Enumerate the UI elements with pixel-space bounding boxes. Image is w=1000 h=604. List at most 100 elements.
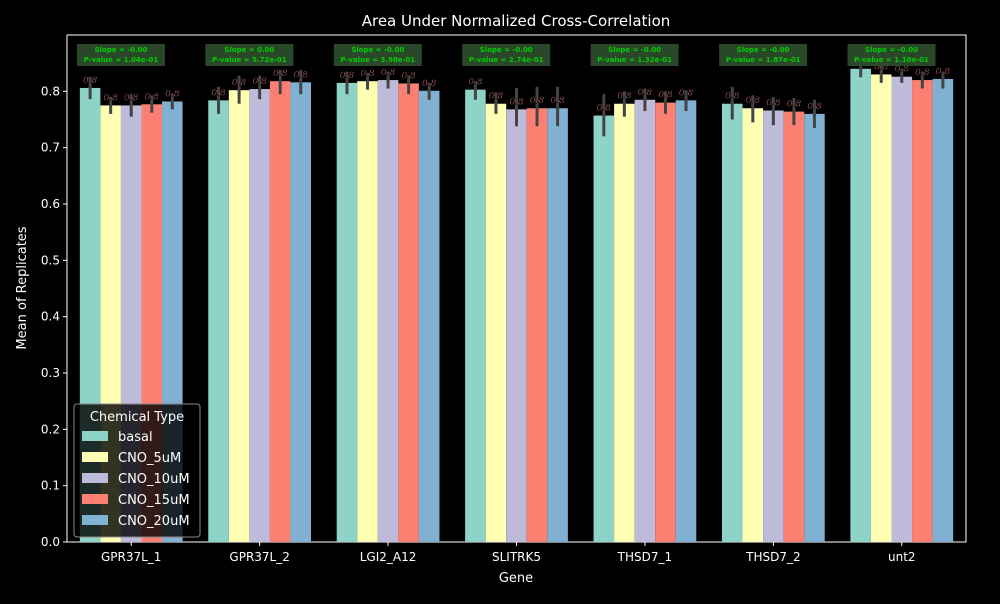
data-label: 0.8 bbox=[401, 71, 416, 81]
bar-CNO_5uM-SLITRK5 bbox=[485, 103, 507, 542]
stat-annotation-slope: Slope = -0.00 bbox=[94, 46, 147, 54]
legend-label-CNO_10uM: CNO_10uM bbox=[118, 472, 190, 487]
stat-annotation: Slope = -0.00 P-value = 3.90e-01 bbox=[333, 44, 422, 66]
data-label: 0.8 bbox=[422, 79, 437, 89]
bar-CNO_10uM-THSD7_2 bbox=[763, 110, 784, 542]
data-label: 0.8 bbox=[915, 68, 930, 78]
stat-annotation-box bbox=[333, 44, 422, 66]
stat-annotation-slope: Slope = -0.00 bbox=[737, 46, 790, 54]
bar-CNO_5uM-THSD7_1 bbox=[614, 103, 635, 542]
x-tick-label: unt2 bbox=[888, 550, 916, 564]
data-label: 0.8 bbox=[874, 62, 889, 72]
data-label: 0.8 bbox=[104, 93, 119, 103]
stat-annotation-pvalue: P-value = 1.04e-01 bbox=[84, 56, 159, 64]
data-label: 0.8 bbox=[725, 92, 740, 102]
data-label: 0.8 bbox=[252, 77, 267, 87]
y-tick-label: 0.6 bbox=[41, 197, 60, 211]
data-label: 0.8 bbox=[638, 88, 653, 98]
stat-annotation: Slope = -0.00 P-value = 1.32e-01 bbox=[590, 44, 679, 66]
bar-CNO_15uM-unt2 bbox=[912, 80, 933, 543]
y-tick-label: 0.3 bbox=[41, 366, 60, 380]
legend-swatch-basal bbox=[82, 431, 108, 441]
bar-CNO_15uM-LGI2_A12 bbox=[398, 83, 419, 543]
data-label: 0.8 bbox=[232, 78, 247, 88]
legend-swatch-CNO_10uM bbox=[82, 473, 108, 483]
y-tick-label: 0.7 bbox=[41, 141, 60, 155]
stat-annotation-slope: Slope = -0.00 bbox=[351, 46, 404, 54]
x-tick-label: SLITRK5 bbox=[492, 550, 541, 564]
data-label: 0.8 bbox=[211, 88, 226, 98]
data-label: 0.8 bbox=[83, 76, 98, 86]
bar-basal-GPR37L_2 bbox=[208, 100, 229, 542]
x-tick-label: GPR37L_2 bbox=[229, 550, 289, 564]
stat-annotation-pvalue: P-value = 1.10e-01 bbox=[854, 56, 929, 64]
bar-CNO_20uM-unt2 bbox=[932, 78, 954, 542]
stat-annotation-box bbox=[76, 44, 165, 66]
bar-CNO_5uM-unt2 bbox=[870, 74, 892, 542]
bar-CNO_15uM-GPR37L_2 bbox=[269, 81, 291, 543]
data-label: 0.8 bbox=[550, 96, 565, 106]
data-label: 0.8 bbox=[381, 68, 396, 78]
stat-annotation-slope: Slope = -0.00 bbox=[865, 46, 918, 54]
stat-annotation-pvalue: P-value = 1.32e-01 bbox=[597, 56, 672, 64]
legend-swatch-CNO_5uM bbox=[82, 452, 108, 462]
stat-annotation: Slope = -0.00 P-value = 1.10e-01 bbox=[847, 44, 936, 66]
data-label: 0.8 bbox=[468, 78, 483, 88]
y-tick-label: 0.0 bbox=[41, 535, 60, 549]
bar-CNO_10uM-LGI2_A12 bbox=[377, 80, 399, 543]
legend-swatch-CNO_15uM bbox=[82, 494, 108, 504]
data-label: 0.8 bbox=[340, 71, 355, 81]
legend-swatch-CNO_20uM bbox=[82, 515, 108, 525]
x-tick-label: LGI2_A12 bbox=[360, 550, 417, 564]
bar-CNO_5uM-GPR37L_2 bbox=[228, 90, 250, 542]
stat-annotation-pvalue: P-value = 2.74e-01 bbox=[469, 56, 544, 64]
stat-annotation-slope: Slope = -0.00 bbox=[608, 46, 661, 54]
bar-basal-LGI2_A12 bbox=[336, 82, 358, 542]
data-label: 0.8 bbox=[658, 91, 673, 101]
data-label: 0.8 bbox=[145, 92, 160, 102]
stat-annotation-box bbox=[462, 44, 551, 66]
data-label: 0.8 bbox=[273, 69, 288, 79]
stat-annotation-pvalue: P-value = 3.90e-01 bbox=[340, 56, 415, 64]
plot-area: 0.0 0.1 0.2 0.3 0.4 0.5 0.6 0.7 0.8 0.8 0.8 0.8 0.8 0… bbox=[41, 34, 967, 564]
data-label: 0.8 bbox=[766, 98, 781, 108]
x-tick-label: GPR37L_1 bbox=[101, 550, 161, 564]
bar-CNO_20uM-GPR37L_2 bbox=[290, 82, 312, 542]
stat-annotation-slope: Slope = 0.00 bbox=[224, 46, 274, 54]
stat-annotation-box bbox=[205, 44, 294, 66]
bar-basal-SLITRK5 bbox=[465, 89, 486, 542]
data-label: 0.8 bbox=[489, 92, 504, 102]
data-label: 0.8 bbox=[746, 96, 761, 106]
bar-CNO_10uM-unt2 bbox=[891, 76, 913, 542]
stat-annotation: Slope = -0.00 P-value = 1.04e-01 bbox=[76, 44, 165, 66]
stat-annotation-box bbox=[590, 44, 679, 66]
y-tick-label: 0.5 bbox=[41, 253, 60, 267]
bar-CNO_15uM-SLITRK5 bbox=[526, 108, 548, 542]
bar-CNO_20uM-THSD7_1 bbox=[675, 100, 697, 542]
bar-basal-THSD7_2 bbox=[721, 103, 743, 542]
bar-CNO_20uM-SLITRK5 bbox=[547, 108, 568, 542]
bar-CNO_5uM-LGI2_A12 bbox=[357, 81, 378, 543]
bar-CNO_15uM-THSD7_2 bbox=[783, 111, 805, 542]
stat-annotation: Slope = -0.00 P-value = 1.87e-01 bbox=[719, 44, 808, 66]
legend-label-basal: basal bbox=[118, 430, 153, 445]
x-axis-label: Gene bbox=[499, 571, 533, 586]
legend: Chemical Type basal CNO_5uM CNO_10uM CNO_15u… bbox=[73, 403, 201, 538]
data-label: 0.8 bbox=[807, 102, 822, 112]
bar-CNO_10uM-SLITRK5 bbox=[506, 109, 527, 543]
legend-title: Chemical Type bbox=[90, 410, 184, 425]
x-tick-label: THSD7_1 bbox=[617, 550, 672, 564]
bar-CNO_20uM-THSD7_2 bbox=[804, 113, 825, 542]
legend-label-CNO_5uM: CNO_5uM bbox=[118, 451, 181, 466]
data-label: 0.8 bbox=[895, 65, 910, 75]
bar-basal-unt2 bbox=[850, 68, 871, 543]
data-label: 0.8 bbox=[509, 97, 524, 107]
stat-annotation-box bbox=[719, 44, 808, 66]
data-label: 0.8 bbox=[787, 100, 802, 110]
legend-label-CNO_15uM: CNO_15uM bbox=[118, 493, 190, 508]
legend-label-CNO_20uM: CNO_20uM bbox=[118, 514, 190, 529]
data-label: 0.8 bbox=[124, 93, 139, 103]
data-label: 0.8 bbox=[530, 96, 545, 106]
